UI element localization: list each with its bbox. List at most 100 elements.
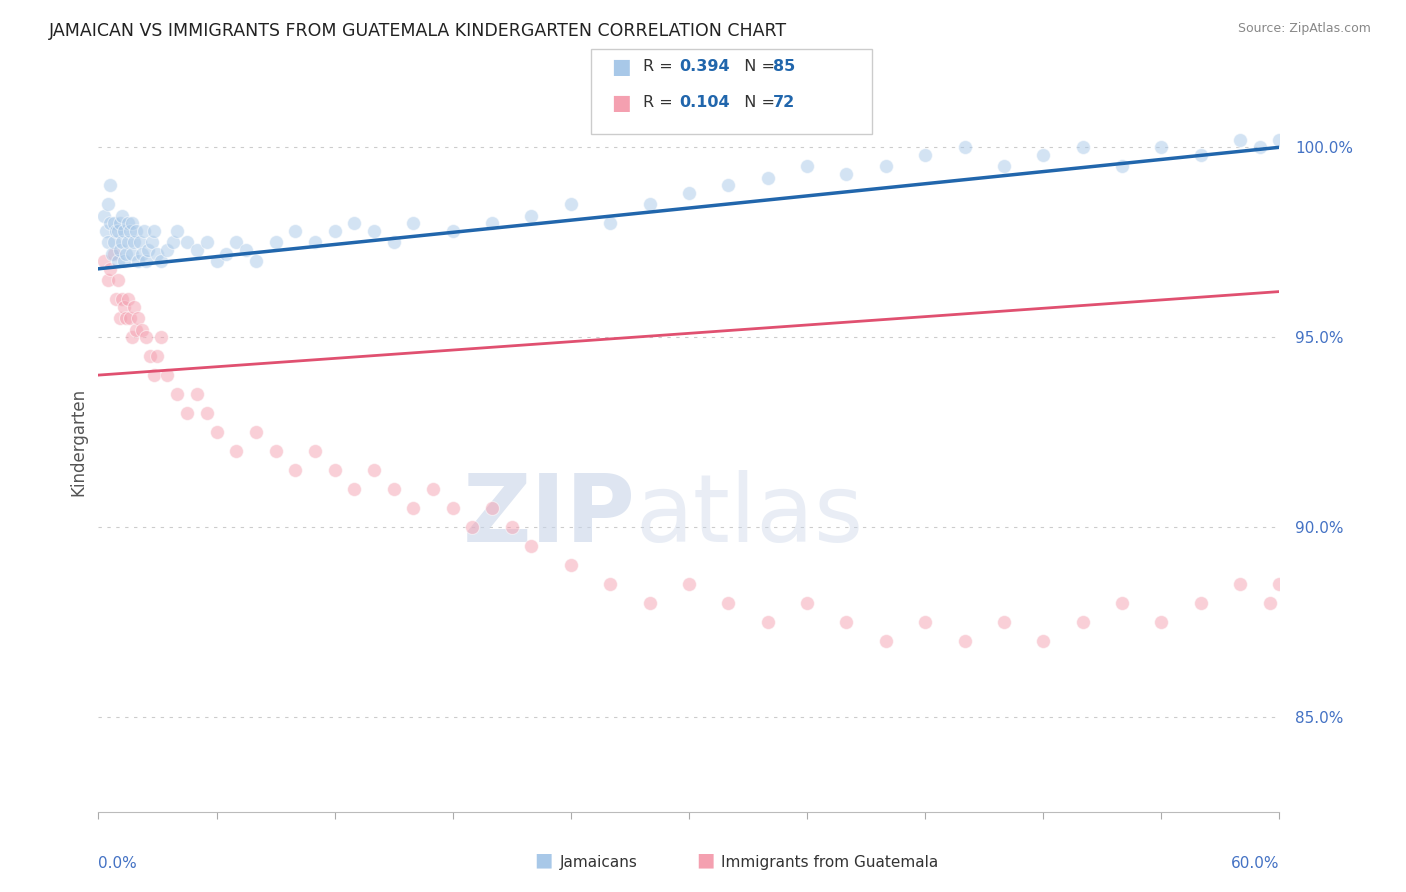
Jamaicans <box>1327 121 1350 136</box>
Jamaicans <box>186 243 208 257</box>
Immigrants from Guatemala <box>127 311 149 326</box>
Text: R =: R = <box>643 95 678 110</box>
Immigrants from Guatemala <box>796 596 818 610</box>
Jamaicans <box>235 243 257 257</box>
Jamaicans <box>1386 133 1406 147</box>
Jamaicans <box>136 243 159 257</box>
Jamaicans <box>118 224 141 238</box>
Immigrants from Guatemala <box>1189 596 1212 610</box>
Immigrants from Guatemala <box>135 330 157 344</box>
Jamaicans <box>111 235 134 250</box>
Immigrants from Guatemala <box>264 444 287 458</box>
Jamaicans <box>105 224 128 238</box>
Immigrants from Guatemala <box>481 500 503 515</box>
Jamaicans <box>1308 133 1330 147</box>
Immigrants from Guatemala <box>1032 633 1054 648</box>
Jamaicans <box>96 224 118 238</box>
Jamaicans <box>756 170 779 185</box>
Immigrants from Guatemala <box>225 444 247 458</box>
Text: ■: ■ <box>612 93 631 112</box>
Immigrants from Guatemala <box>1367 596 1389 610</box>
Immigrants from Guatemala <box>914 615 936 629</box>
Jamaicans <box>111 209 134 223</box>
Immigrants from Guatemala <box>195 406 218 420</box>
Jamaicans <box>108 243 131 257</box>
Immigrants from Guatemala <box>156 368 179 383</box>
Jamaicans <box>1268 133 1291 147</box>
Immigrants from Guatemala <box>323 463 346 477</box>
Immigrants from Guatemala <box>717 596 740 610</box>
Text: Source: ZipAtlas.com: Source: ZipAtlas.com <box>1237 22 1371 36</box>
Jamaicans <box>304 235 326 250</box>
Jamaicans <box>875 159 897 173</box>
Jamaicans <box>1367 121 1389 136</box>
Immigrants from Guatemala <box>125 322 148 336</box>
Jamaicans <box>1111 159 1133 173</box>
Jamaicans <box>101 246 124 260</box>
Immigrants from Guatemala <box>304 444 326 458</box>
Immigrants from Guatemala <box>118 311 141 326</box>
Immigrants from Guatemala <box>121 330 143 344</box>
Immigrants from Guatemala <box>142 368 165 383</box>
Text: 0.104: 0.104 <box>679 95 730 110</box>
Jamaicans <box>166 224 188 238</box>
Immigrants from Guatemala <box>343 482 366 496</box>
Immigrants from Guatemala <box>363 463 385 477</box>
Immigrants from Guatemala <box>560 558 582 572</box>
Jamaicans <box>121 216 143 230</box>
Jamaicans <box>117 216 139 230</box>
Immigrants from Guatemala <box>166 387 188 401</box>
Immigrants from Guatemala <box>520 539 543 553</box>
Jamaicans <box>146 246 169 260</box>
Jamaicans <box>107 224 129 238</box>
Jamaicans <box>953 140 976 154</box>
Immigrants from Guatemala <box>402 500 425 515</box>
Immigrants from Guatemala <box>245 425 267 439</box>
Jamaicans <box>176 235 198 250</box>
Jamaicans <box>1150 140 1173 154</box>
Immigrants from Guatemala <box>678 577 700 591</box>
Jamaicans <box>132 224 155 238</box>
Jamaicans <box>402 216 425 230</box>
Immigrants from Guatemala <box>1150 615 1173 629</box>
Jamaicans <box>98 178 121 193</box>
Jamaicans <box>264 235 287 250</box>
Text: N =: N = <box>734 60 780 74</box>
Immigrants from Guatemala <box>422 482 444 496</box>
Immigrants from Guatemala <box>953 633 976 648</box>
Immigrants from Guatemala <box>107 273 129 287</box>
Immigrants from Guatemala <box>176 406 198 420</box>
Immigrants from Guatemala <box>1308 577 1330 591</box>
Immigrants from Guatemala <box>115 311 138 326</box>
Jamaicans <box>135 254 157 268</box>
Jamaicans <box>1032 148 1054 162</box>
Text: ■: ■ <box>612 57 631 77</box>
Immigrants from Guatemala <box>150 330 173 344</box>
Immigrants from Guatemala <box>1071 615 1094 629</box>
Text: ZIP: ZIP <box>463 469 636 562</box>
Immigrants from Guatemala <box>138 349 160 363</box>
Jamaicans <box>225 235 247 250</box>
Immigrants from Guatemala <box>441 500 464 515</box>
Jamaicans <box>638 197 661 211</box>
Immigrants from Guatemala <box>98 261 121 276</box>
Immigrants from Guatemala <box>1327 596 1350 610</box>
Immigrants from Guatemala <box>284 463 307 477</box>
Immigrants from Guatemala <box>599 577 621 591</box>
Text: 60.0%: 60.0% <box>1232 856 1279 871</box>
Immigrants from Guatemala <box>756 615 779 629</box>
Jamaicans <box>131 246 153 260</box>
Immigrants from Guatemala <box>146 349 169 363</box>
Jamaicans <box>914 148 936 162</box>
Immigrants from Guatemala <box>1347 577 1369 591</box>
Immigrants from Guatemala <box>1386 577 1406 591</box>
Immigrants from Guatemala <box>1111 596 1133 610</box>
Jamaicans <box>215 246 238 260</box>
Immigrants from Guatemala <box>105 292 128 306</box>
Jamaicans <box>112 224 135 238</box>
Jamaicans <box>1278 148 1301 162</box>
Jamaicans <box>835 167 858 181</box>
Text: 0.394: 0.394 <box>679 60 730 74</box>
Immigrants from Guatemala <box>103 246 125 260</box>
Jamaicans <box>97 235 120 250</box>
